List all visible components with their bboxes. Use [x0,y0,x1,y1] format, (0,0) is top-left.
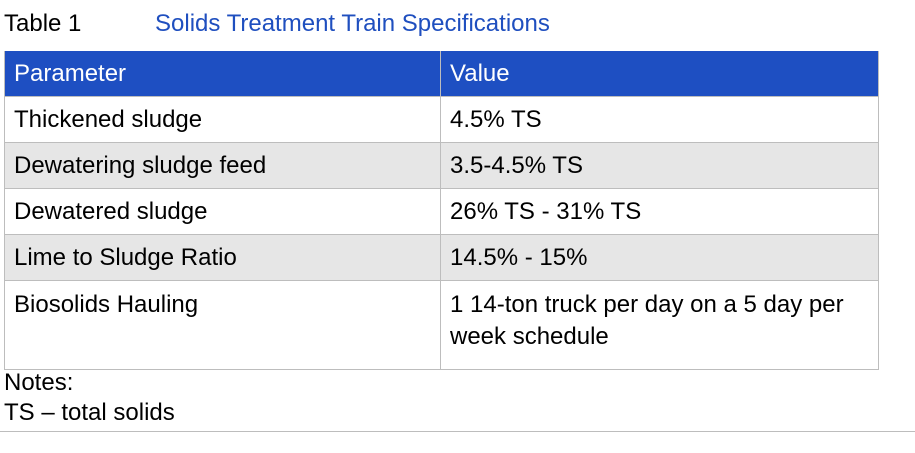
table-row: Dewatering sludge feed 3.5-4.5% TS [4,142,879,189]
value-cell: 1 14-ton truck per day on a 5 day per we… [440,280,879,370]
column-header-value: Value [440,51,879,97]
parameter-cell: Dewatering sludge feed [4,142,441,189]
table-row: Dewatered sludge 26% TS - 31% TS [4,188,879,235]
table-row: Biosolids Hauling 1 14-ton truck per day… [4,280,879,370]
notes-heading: Notes: [4,369,74,396]
column-header-parameter: Parameter [4,51,441,97]
parameter-cell: Biosolids Hauling [4,280,441,370]
parameter-cell: Thickened sludge [4,96,441,143]
value-cell: 3.5-4.5% TS [440,142,879,189]
table-title: Solids Treatment Train Specifications [155,10,550,37]
table-notes: Notes: TS – total solids [4,368,175,428]
table-row: Thickened sludge 4.5% TS [4,96,879,143]
divider [0,431,915,432]
specifications-table: Parameter Value Thickened sludge 4.5% TS… [4,51,879,370]
table-number: Table 1 [4,10,82,37]
value-cell: 26% TS - 31% TS [440,188,879,235]
value-cell: 14.5% - 15% [440,234,879,281]
value-cell: 4.5% TS [440,96,879,143]
parameter-cell: Dewatered sludge [4,188,441,235]
parameter-cell: Lime to Sludge Ratio [4,234,441,281]
table-row: Lime to Sludge Ratio 14.5% - 15% [4,234,879,281]
table-header-row: Parameter Value [4,51,879,97]
note-item: TS – total solids [4,399,175,426]
